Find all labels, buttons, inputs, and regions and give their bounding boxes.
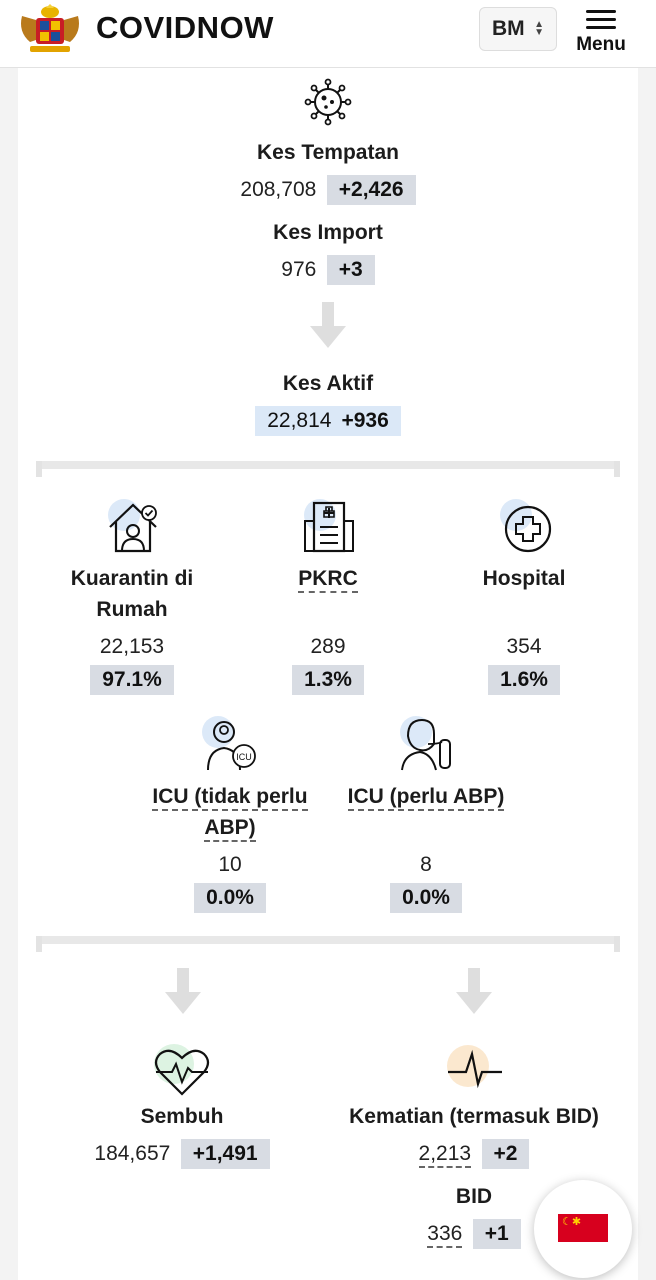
pkrc-title[interactable]: PKRC <box>298 567 358 593</box>
pkrc-value: 289 <box>310 635 346 658</box>
kematian-delta: +2 <box>481 1139 530 1169</box>
section-divider <box>36 936 620 952</box>
kes-aktif-delta: +936 <box>335 406 401 436</box>
hospital-pct: 1.6% <box>488 665 560 695</box>
sembuh-block: Sembuh 184,657 +1,491 <box>60 1105 304 1169</box>
kes-tempatan-title: Kes Tempatan <box>257 141 399 164</box>
icu-no-abp-title-line1[interactable]: ICU (tidak perlu <box>152 785 308 811</box>
kematian-value[interactable]: 2,213 <box>418 1142 472 1168</box>
malaysia-coat-of-arms-logo[interactable] <box>16 4 84 58</box>
kuarantin-title-line2: Rumah <box>96 598 168 621</box>
icu-no-abp-title-line2[interactable]: ABP) <box>204 816 256 842</box>
pkrc-block: PKRC 289 1.3% <box>252 563 404 695</box>
kes-import-block: Kes Import 976 +3 <box>178 221 478 285</box>
sembuh-delta: +1,491 <box>180 1139 270 1169</box>
icu-abp-block: ICU (perlu ABP) 8 0.0% <box>342 781 510 913</box>
icu-abp-value: 8 <box>420 853 432 876</box>
select-caret-icon: ▲ ▼ <box>534 19 544 38</box>
app-title[interactable]: COVIDNOW <box>96 10 274 45</box>
down-arrow-icon <box>165 968 201 1014</box>
country-flag-button[interactable]: ☾✱ <box>534 1180 632 1278</box>
icu-no-abp-pct: 0.0% <box>194 883 266 913</box>
sembuh-title: Sembuh <box>140 1105 224 1128</box>
app-header: COVIDNOW BM ▲ ▼ Menu <box>0 0 656 68</box>
kes-import-title: Kes Import <box>273 221 383 244</box>
menu-label: Menu <box>576 34 626 55</box>
down-arrow-icon <box>310 302 346 348</box>
hamburger-icon <box>586 10 616 30</box>
kematian-block: Kematian (termasuk BID) 2,213 +2 <box>330 1105 618 1169</box>
kes-import-value: 976 <box>281 258 317 281</box>
hospital-block: Hospital 354 1.6% <box>448 563 600 695</box>
language-value: BM <box>492 17 525 40</box>
icu-abp-pct: 0.0% <box>390 883 462 913</box>
bid-delta: +1 <box>472 1219 521 1249</box>
kes-aktif-value: 22,814 <box>255 406 336 436</box>
hospital-value: 354 <box>506 635 542 658</box>
kuarantin-pct: 97.1% <box>90 665 174 695</box>
heart-pulse-icon <box>154 1044 210 1096</box>
kuarantin-value: 22,153 <box>99 635 165 658</box>
icu-no-abp-value: 10 <box>218 853 242 876</box>
svg-text:ICU: ICU <box>236 752 252 762</box>
virus-icon <box>304 78 352 126</box>
bid-title: BID <box>455 1185 493 1208</box>
malaysia-flag-icon: ☾✱ <box>558 1214 608 1242</box>
section-divider <box>36 461 620 477</box>
sembuh-value: 184,657 <box>94 1142 171 1165</box>
bid-block: BID 336 +1 <box>374 1185 574 1249</box>
doctor-icu-icon: ICU <box>202 716 256 771</box>
down-arrow-icon <box>456 968 492 1014</box>
hospital-title: Hospital <box>482 567 566 590</box>
kuarantin-block: Kuarantin di Rumah 22,153 97.1% <box>56 563 208 695</box>
icu-abp-title[interactable]: ICU (perlu ABP) <box>347 785 505 811</box>
ventilator-patient-icon <box>400 716 451 771</box>
pulse-line-icon <box>447 1045 502 1089</box>
bid-value[interactable]: 336 <box>427 1222 463 1248</box>
kes-tempatan-value: 208,708 <box>240 178 317 201</box>
kes-aktif-block: Kes Aktif 22,814 +936 <box>178 372 478 436</box>
home-quarantine-icon <box>108 499 157 553</box>
kuarantin-title-line1: Kuarantin di <box>70 567 194 590</box>
kes-aktif-title: Kes Aktif <box>282 372 374 395</box>
kes-tempatan-block: Kes Tempatan 208,708 +2,426 <box>178 141 478 205</box>
kuarantin-title: Kuarantin di Rumah <box>56 563 208 625</box>
pkrc-pct: 1.3% <box>292 665 364 695</box>
medical-cross-icon <box>500 499 552 553</box>
menu-button[interactable]: Menu <box>568 8 634 60</box>
icu-no-abp-block: ICU (tidak perlu ABP) 10 0.0% <box>148 781 312 913</box>
kematian-title: Kematian (termasuk BID) <box>349 1105 599 1128</box>
language-select[interactable]: BM ▲ ▼ <box>479 7 557 51</box>
hospital-building-icon <box>304 499 354 553</box>
kes-import-delta: +3 <box>326 255 375 285</box>
kes-tempatan-delta: +2,426 <box>326 175 416 205</box>
